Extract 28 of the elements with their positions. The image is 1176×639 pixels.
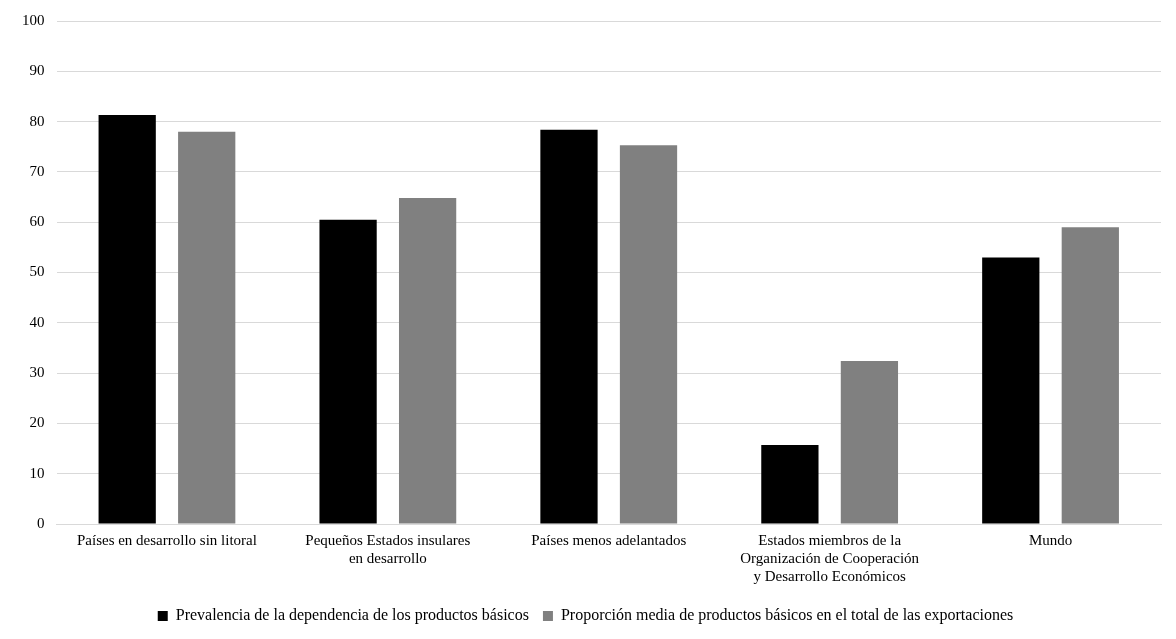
y-tick-label: 40 bbox=[29, 313, 45, 330]
y-tick-label: 70 bbox=[29, 162, 45, 179]
y-tick-label: 50 bbox=[29, 263, 45, 280]
bar bbox=[98, 115, 156, 524]
x-tick-label: Países en desarrollo sin litoral bbox=[76, 531, 257, 548]
y-tick-label: 20 bbox=[29, 414, 45, 431]
bar bbox=[619, 145, 678, 524]
legend-label: Prevalencia de la dependencia de los productos básicos bbox=[175, 606, 529, 625]
bar bbox=[840, 361, 899, 524]
y-tick-label: 90 bbox=[29, 62, 45, 79]
x-tick-label: Pequeños Estados insulares en desarrollo bbox=[305, 531, 471, 566]
legend-label: Proporción media de productos básicos en el total de las exportaciones bbox=[560, 606, 1014, 625]
bar bbox=[761, 445, 819, 524]
x-tick-label: Estados miembros de la Organización de Cooperación y Desarrollo Económicos bbox=[740, 531, 920, 584]
y-tick-label: 100 bbox=[22, 11, 45, 28]
y-tick-label: 10 bbox=[29, 464, 45, 481]
bar bbox=[319, 219, 377, 524]
y-tick-label: 0 bbox=[37, 514, 45, 531]
x-tick-label: Países menos adelantados bbox=[531, 531, 687, 548]
bar bbox=[540, 129, 598, 524]
bar bbox=[398, 198, 457, 524]
y-tick-label: 80 bbox=[29, 112, 45, 129]
y-tick-label: 30 bbox=[29, 364, 45, 381]
x-tick-label: Mundo bbox=[1028, 531, 1073, 548]
y-tick-label: 60 bbox=[29, 213, 45, 230]
bar bbox=[178, 131, 236, 524]
bar bbox=[1061, 227, 1119, 524]
bar bbox=[982, 257, 1040, 524]
